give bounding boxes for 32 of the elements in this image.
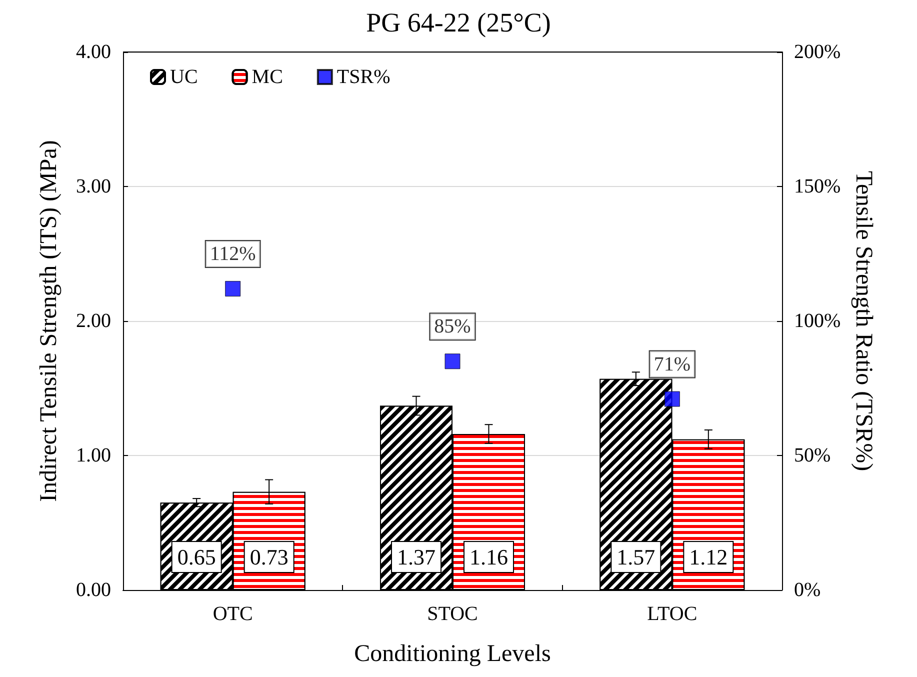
y2-tick-label: 0% [794, 579, 821, 601]
legend-label: TSR% [336, 66, 390, 88]
data-label: 0.73 [250, 544, 288, 570]
x-tick-label: OTC [212, 603, 253, 625]
y2-tick-label: 100% [794, 310, 841, 332]
point [444, 354, 460, 370]
x-tick-label: STOC [427, 603, 478, 625]
y-tick-label: 3.00 [76, 176, 111, 198]
legend-label: MC [252, 66, 283, 88]
point [225, 280, 241, 296]
y2-tick-label: 200% [794, 41, 841, 63]
data-label: 1.57 [616, 544, 656, 570]
data-label: 1.16 [469, 544, 508, 570]
y2-tick-label: 50% [794, 444, 831, 466]
y2-axis-title: Tensile Strength Ratio (TSR%) [850, 170, 877, 472]
data-label: 0.65 [177, 544, 216, 570]
data-label: 112% [210, 242, 256, 265]
point [664, 391, 680, 407]
legend-label: UC [170, 66, 198, 88]
y-tick-label: 4.00 [76, 41, 111, 63]
data-label: 1.37 [397, 544, 436, 570]
data-label: 85% [434, 316, 471, 338]
y-tick-label: 2.00 [76, 310, 111, 332]
y2-tick-label: 150% [794, 176, 841, 198]
y-tick-label: 1.00 [76, 444, 111, 466]
x-tick-label: LTOC [647, 603, 698, 625]
chart-title: PG 64-22 (25°C) [366, 8, 551, 38]
y-axis-title: Indirect Tensile Strength (ITS) (MPa) [36, 140, 62, 502]
data-label: 1.12 [689, 544, 728, 570]
data-label: 71% [654, 353, 691, 376]
y-tick-label: 0.00 [76, 579, 111, 601]
x-axis-title: Conditioning Levels [354, 641, 551, 667]
